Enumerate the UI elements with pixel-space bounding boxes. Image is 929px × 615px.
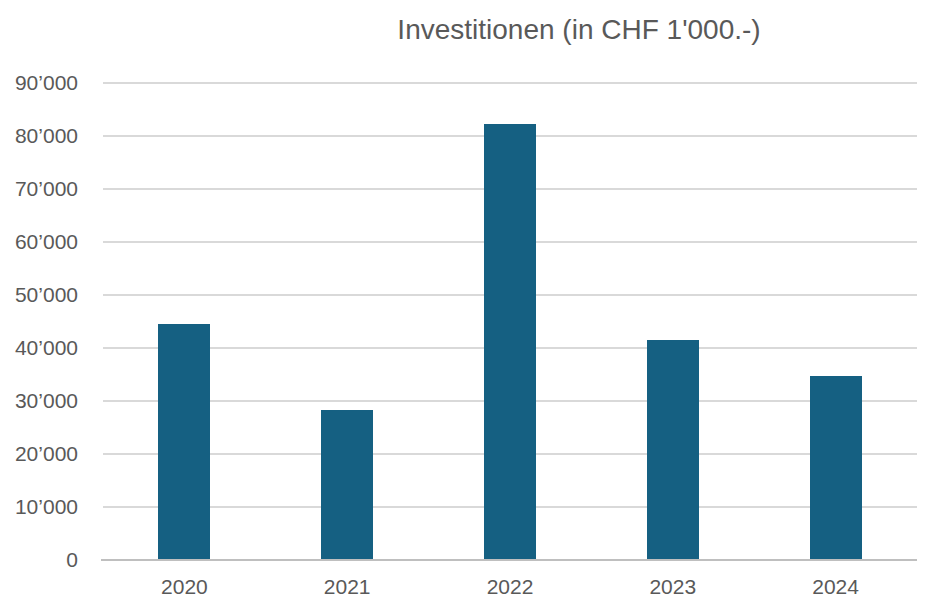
y-tick-label-30000: 30’000 bbox=[0, 388, 78, 414]
bar-2023 bbox=[647, 340, 699, 560]
gridline-90000 bbox=[103, 82, 917, 84]
y-tick-label-90000: 90’000 bbox=[0, 70, 78, 96]
bar-2021 bbox=[321, 410, 373, 560]
x-tick-label-2021: 2021 bbox=[287, 574, 407, 600]
bar-chart: Investitionen (in CHF 1'000.-) 0 10’000 20… bbox=[0, 0, 929, 615]
x-tick-label-2020: 2020 bbox=[124, 574, 244, 600]
chart-title: Investitionen (in CHF 1'000.-) bbox=[397, 13, 760, 47]
x-tick-label-2023: 2023 bbox=[613, 574, 733, 600]
bar-2020 bbox=[158, 324, 210, 560]
y-tick-label-40000: 40’000 bbox=[0, 335, 78, 361]
y-tick-label-80000: 80’000 bbox=[0, 123, 78, 149]
x-tick-label-2022: 2022 bbox=[450, 574, 570, 600]
bar-2024 bbox=[810, 376, 862, 560]
bar-2022 bbox=[484, 124, 536, 560]
y-tick-label-0: 0 bbox=[0, 547, 78, 573]
y-tick-label-10000: 10’000 bbox=[0, 494, 78, 520]
y-tick-label-70000: 70’000 bbox=[0, 176, 78, 202]
x-axis-line bbox=[101, 559, 917, 561]
y-tick-label-50000: 50’000 bbox=[0, 282, 78, 308]
y-tick-label-20000: 20’000 bbox=[0, 441, 78, 467]
y-tick-label-60000: 60’000 bbox=[0, 229, 78, 255]
x-tick-label-2024: 2024 bbox=[776, 574, 896, 600]
